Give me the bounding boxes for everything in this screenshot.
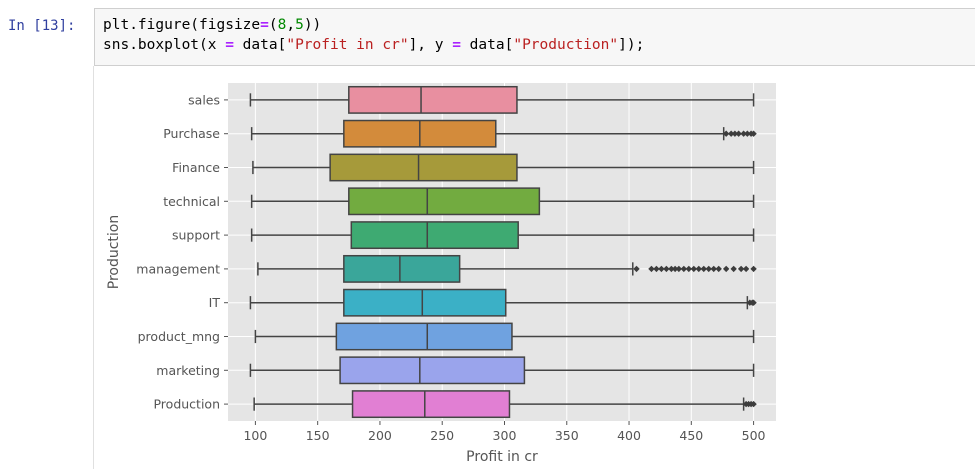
box (351, 390, 511, 419)
y-tick-label: support (172, 228, 220, 243)
y-tick-label: management (136, 261, 220, 276)
y-tick-label: Production (153, 397, 220, 412)
box (348, 85, 518, 114)
output-gutter-line (93, 66, 94, 469)
outlier-point (668, 265, 675, 273)
outlier-point (735, 130, 742, 137)
x-tick-label: 150 (306, 428, 330, 443)
y-tick-label: Finance (172, 160, 220, 175)
x-tick-label: 300 (493, 428, 517, 443)
outlier-point (680, 265, 688, 273)
outlier-point (705, 265, 712, 273)
outlier-point (750, 400, 757, 408)
box-group-Finance (252, 153, 755, 182)
outlier-point (730, 265, 737, 273)
outlier-point (744, 130, 751, 137)
box (343, 288, 507, 317)
code-block[interactable]: plt.figure(figsize=(8,5)) sns.boxplot(x … (103, 15, 644, 55)
box (329, 153, 518, 182)
box (348, 187, 541, 216)
outlier-point (710, 265, 717, 273)
outlier-point (742, 265, 750, 273)
box (339, 356, 526, 385)
outlier-point (750, 299, 757, 306)
box-group-support (250, 221, 755, 250)
outlier-point (663, 265, 670, 273)
box-group-IT (249, 288, 757, 317)
outlier-point (740, 130, 747, 137)
x-tick-label: 450 (679, 428, 703, 443)
x-tick-label: 100 (243, 428, 267, 443)
outlier-point (633, 265, 640, 273)
y-tick-label: sales (188, 92, 220, 107)
outlier-point (648, 265, 655, 273)
box-group-product_mng (254, 322, 755, 351)
x-tick-label: 350 (555, 428, 579, 443)
x-tick-label: 400 (617, 428, 641, 443)
outlier-point (671, 265, 679, 273)
code-line-1: plt.figure(figsize=(8,5)) (103, 17, 322, 33)
outlier-point (727, 130, 735, 137)
x-tick-label: 250 (430, 428, 454, 443)
y-tick-label: Purchase (163, 126, 220, 141)
x-tick-label: 500 (742, 428, 766, 443)
outlier-point (722, 265, 730, 273)
outlier-point (715, 265, 722, 273)
outlier-point (750, 130, 757, 137)
box-group-marketing (249, 356, 755, 385)
box (350, 221, 519, 250)
y-tick-label: marketing (156, 363, 220, 378)
y-tick-label: technical (163, 194, 220, 209)
boxplot-chart: sales Purchase Finance technical support mana… (106, 83, 776, 465)
outlier-point (658, 265, 665, 273)
y-tick-label: IT (209, 295, 221, 310)
outlier-point (737, 265, 745, 273)
outlier-point (722, 130, 730, 137)
outlier-point (653, 265, 660, 273)
outlier-point (731, 130, 739, 137)
box-group-Production (253, 390, 757, 419)
outlier-point (700, 265, 707, 273)
y-tick-label: product_mng (138, 329, 220, 344)
x-axis-label: Profit in cr (466, 449, 538, 465)
box-group-Purchase (250, 119, 757, 148)
box-group-technical (250, 187, 755, 216)
input-prompt: In [13]: (8, 18, 76, 34)
outlier-point (675, 265, 683, 273)
box (343, 254, 461, 283)
y-axis-label: Production (106, 215, 122, 289)
code-input-area[interactable]: plt.figure(figsize=(8,5)) sns.boxplot(x … (94, 8, 975, 66)
outlier-point (695, 265, 702, 273)
outlier-point (685, 265, 693, 273)
box-group-sales (249, 85, 755, 114)
x-tick-label: 200 (368, 428, 392, 443)
code-line-2: sns.boxplot(x = data["Profit in cr"], y … (103, 37, 645, 53)
outlier-point (690, 265, 697, 273)
box (335, 322, 513, 351)
box-group-management (257, 254, 757, 283)
outlier-point (750, 265, 757, 273)
